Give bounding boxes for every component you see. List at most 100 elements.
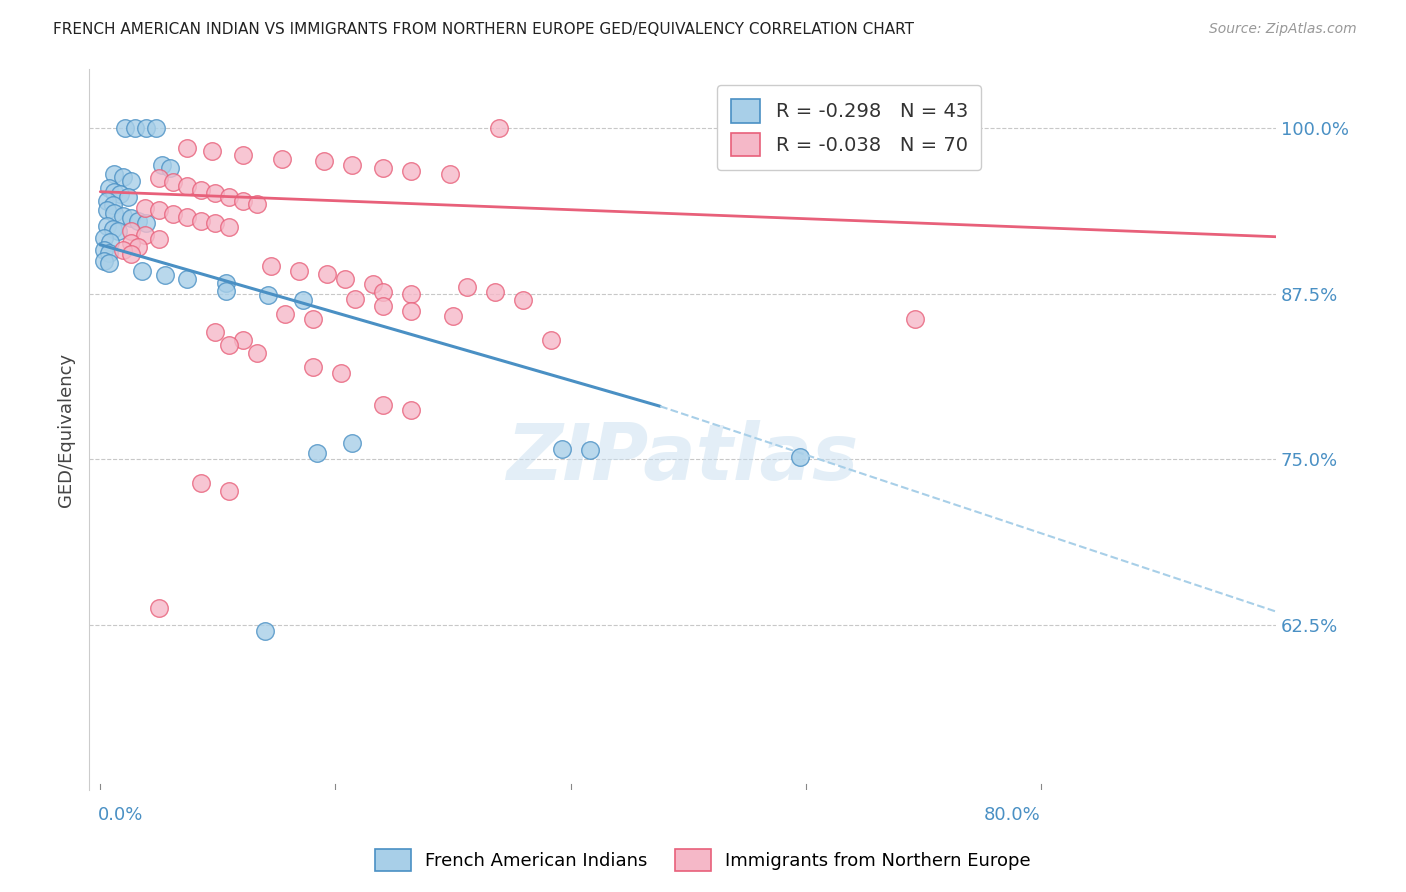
Point bbox=[93, 231, 115, 245]
Legend: R = -0.298   N = 43, R = -0.038   N = 70: R = -0.298 N = 43, R = -0.038 N = 70 bbox=[717, 86, 981, 169]
Point bbox=[361, 277, 384, 292]
Point bbox=[201, 144, 224, 158]
Point bbox=[176, 272, 198, 286]
Point bbox=[107, 224, 129, 238]
Point bbox=[260, 259, 283, 273]
Point bbox=[148, 203, 170, 218]
Point bbox=[292, 293, 315, 308]
Point bbox=[340, 158, 363, 172]
Point bbox=[114, 121, 136, 136]
Point bbox=[124, 121, 146, 136]
Legend: French American Indians, Immigrants from Northern Europe: French American Indians, Immigrants from… bbox=[368, 842, 1038, 879]
Point bbox=[307, 445, 329, 459]
Point bbox=[108, 187, 131, 202]
Point bbox=[371, 299, 394, 313]
Point bbox=[371, 161, 394, 175]
Point bbox=[101, 198, 124, 212]
Point bbox=[111, 243, 134, 257]
Point bbox=[97, 245, 120, 260]
Point bbox=[789, 450, 811, 464]
Point bbox=[218, 220, 240, 235]
Point bbox=[190, 214, 212, 228]
Point bbox=[148, 171, 170, 186]
Point bbox=[316, 267, 339, 281]
Point bbox=[111, 209, 134, 223]
Point bbox=[176, 179, 198, 194]
Point bbox=[190, 183, 212, 197]
Point bbox=[218, 483, 240, 498]
Y-axis label: GED/Equivalency: GED/Equivalency bbox=[58, 352, 75, 507]
Point bbox=[330, 366, 353, 380]
Text: ZIPatlas: ZIPatlas bbox=[506, 420, 859, 496]
Point bbox=[218, 338, 240, 352]
Point bbox=[399, 304, 422, 318]
Text: FRENCH AMERICAN INDIAN VS IMMIGRANTS FROM NORTHERN EUROPE GED/EQUIVALENCY CORREL: FRENCH AMERICAN INDIAN VS IMMIGRANTS FRO… bbox=[53, 22, 914, 37]
Point bbox=[399, 403, 422, 417]
Point bbox=[120, 247, 142, 261]
Point bbox=[551, 442, 574, 456]
Point bbox=[135, 217, 157, 231]
Point bbox=[904, 311, 927, 326]
Point bbox=[96, 203, 118, 218]
Text: Source: ZipAtlas.com: Source: ZipAtlas.com bbox=[1209, 22, 1357, 37]
Text: 80.0%: 80.0% bbox=[984, 806, 1040, 824]
Point bbox=[371, 285, 394, 300]
Point bbox=[97, 180, 120, 194]
Point bbox=[218, 190, 240, 204]
Point bbox=[162, 207, 184, 221]
Point bbox=[120, 224, 142, 238]
Point bbox=[134, 201, 156, 215]
Point bbox=[103, 185, 125, 199]
Point bbox=[340, 436, 363, 450]
Point bbox=[302, 311, 325, 326]
Point bbox=[456, 280, 478, 294]
Point bbox=[439, 168, 461, 182]
Point bbox=[257, 288, 280, 302]
Point bbox=[96, 194, 118, 208]
Text: 0.0%: 0.0% bbox=[97, 806, 143, 824]
Point bbox=[148, 600, 170, 615]
Point bbox=[246, 196, 269, 211]
Point bbox=[127, 214, 149, 228]
Point bbox=[101, 221, 124, 235]
Point bbox=[159, 161, 181, 175]
Point bbox=[343, 292, 366, 306]
Point bbox=[117, 190, 139, 204]
Point bbox=[134, 228, 156, 243]
Point bbox=[148, 232, 170, 246]
Point bbox=[145, 121, 167, 136]
Point bbox=[153, 268, 176, 282]
Point bbox=[254, 624, 277, 639]
Point bbox=[484, 285, 506, 300]
Point bbox=[314, 154, 336, 169]
Point bbox=[232, 194, 254, 208]
Point bbox=[488, 121, 510, 136]
Point bbox=[441, 309, 464, 323]
Point bbox=[135, 121, 157, 136]
Point bbox=[93, 243, 115, 257]
Point bbox=[127, 240, 149, 254]
Point bbox=[190, 476, 212, 491]
Point bbox=[204, 325, 226, 339]
Point bbox=[111, 170, 134, 185]
Point bbox=[103, 168, 125, 182]
Point bbox=[93, 253, 115, 268]
Point bbox=[103, 206, 125, 220]
Point bbox=[232, 333, 254, 347]
Point bbox=[215, 284, 238, 298]
Point bbox=[579, 442, 602, 457]
Point bbox=[274, 307, 297, 321]
Point bbox=[540, 333, 562, 347]
Point bbox=[162, 176, 184, 190]
Point bbox=[271, 152, 294, 166]
Point bbox=[399, 163, 422, 178]
Point bbox=[335, 272, 357, 286]
Point bbox=[204, 217, 226, 231]
Point bbox=[302, 359, 325, 374]
Point bbox=[371, 398, 394, 412]
Point bbox=[512, 293, 534, 308]
Point bbox=[98, 235, 121, 249]
Point bbox=[204, 186, 226, 200]
Point bbox=[131, 264, 153, 278]
Point bbox=[120, 174, 142, 188]
